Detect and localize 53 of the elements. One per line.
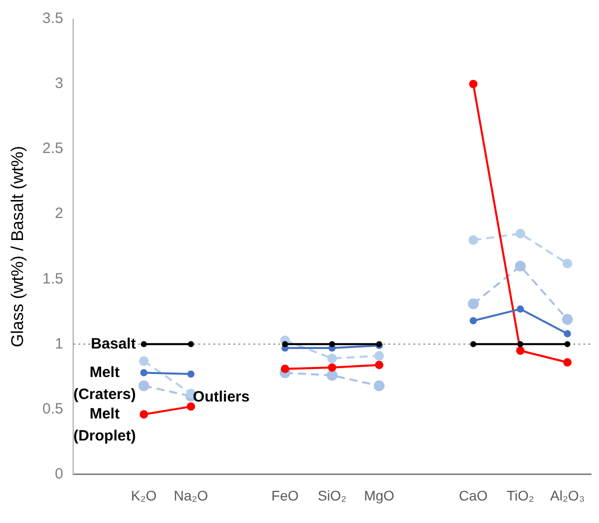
point bbox=[564, 330, 571, 338]
point bbox=[329, 341, 336, 348]
point bbox=[374, 380, 385, 392]
point bbox=[140, 369, 148, 376]
point bbox=[514, 260, 526, 272]
y-tick-label: 1 bbox=[54, 335, 64, 352]
point bbox=[328, 363, 336, 372]
y-tick-label: 3.5 bbox=[42, 10, 64, 28]
point bbox=[470, 317, 477, 324]
y-tick-label: 2 bbox=[54, 205, 64, 222]
point bbox=[516, 305, 524, 313]
point bbox=[140, 410, 148, 419]
point bbox=[327, 354, 337, 364]
x-tick-label: SiO₂ bbox=[318, 487, 346, 504]
series-label: Melt (Craters) bbox=[73, 364, 136, 403]
point bbox=[562, 258, 572, 268]
point bbox=[469, 80, 478, 88]
point bbox=[468, 298, 479, 310]
point bbox=[564, 341, 570, 348]
point bbox=[282, 341, 288, 348]
x-tick-label: TiO₂ bbox=[506, 487, 534, 504]
series-label: Basalt bbox=[90, 335, 136, 352]
point bbox=[326, 370, 338, 381]
point bbox=[374, 351, 384, 361]
x-tick-label: CaO bbox=[458, 487, 488, 504]
point bbox=[516, 346, 525, 355]
point bbox=[470, 341, 476, 348]
point bbox=[563, 358, 572, 367]
y-tick-label: 3 bbox=[54, 75, 64, 92]
point bbox=[468, 235, 478, 245]
point bbox=[280, 364, 290, 374]
y-tick-label: 2.5 bbox=[42, 140, 64, 158]
point bbox=[517, 341, 524, 348]
y-axis-title: Glass (wt%) / Basalt (wt%) bbox=[8, 146, 27, 348]
y-tick-label: 0.5 bbox=[42, 400, 64, 418]
x-tick-label: Al₂O₃ bbox=[550, 487, 585, 504]
x-tick-label: Na₂O bbox=[174, 487, 208, 504]
point bbox=[516, 228, 526, 238]
series-label: Melt (Droplet) bbox=[73, 406, 136, 445]
x-tick-label: K₂O bbox=[131, 487, 157, 504]
y-tick-label: 0 bbox=[54, 465, 64, 482]
point bbox=[139, 356, 149, 366]
series-label: Outliers bbox=[192, 388, 250, 406]
point bbox=[187, 370, 195, 378]
x-tick-label: MgO bbox=[364, 487, 394, 504]
point bbox=[562, 314, 573, 325]
x-tick-label: FeO bbox=[271, 487, 299, 504]
point bbox=[188, 341, 194, 348]
y-tick-label: 1.5 bbox=[42, 270, 64, 288]
point bbox=[140, 341, 147, 348]
point bbox=[374, 360, 384, 370]
point bbox=[186, 402, 196, 411]
point bbox=[138, 380, 150, 392]
